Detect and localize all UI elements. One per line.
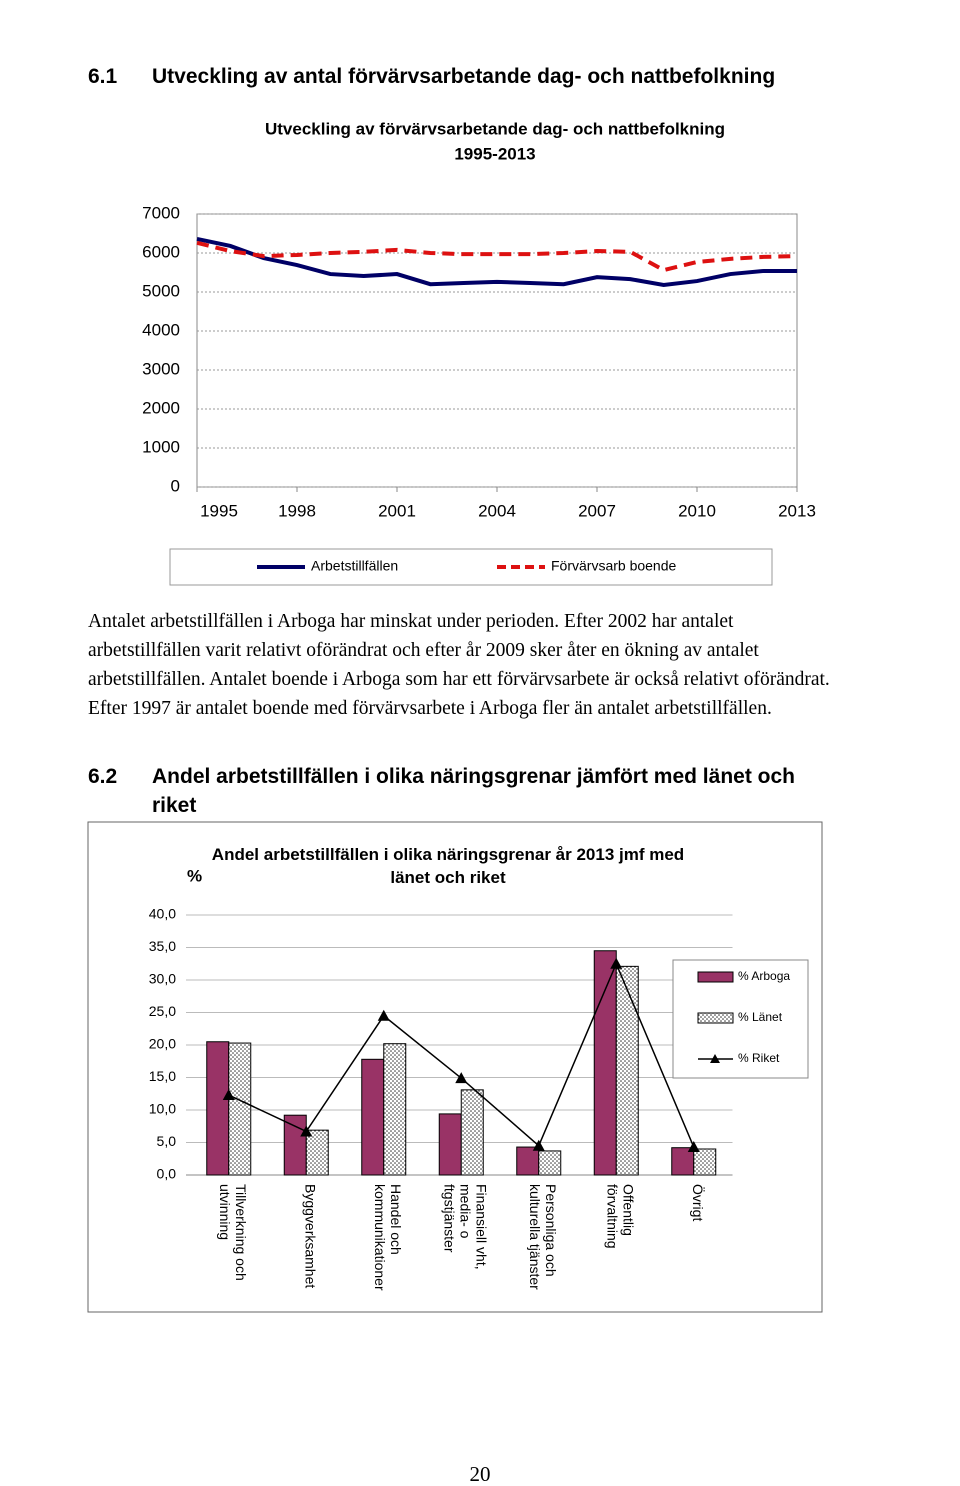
bar	[206, 1041, 230, 1176]
x-tick-label: Övrigt	[689, 1184, 706, 1222]
legend-label: % Arboga	[738, 969, 790, 983]
y-tick-label: 30,0	[149, 971, 176, 987]
x-tick-label: Byggverksamhet	[302, 1184, 319, 1289]
y-tick-label: 25,0	[149, 1003, 176, 1019]
legend-label: Arbetstillfällen	[311, 558, 398, 574]
x-tick-label: Tillverkning och utvinning	[216, 1184, 249, 1281]
bar	[305, 1129, 329, 1176]
y-tick-label: 15,0	[149, 1068, 176, 1084]
bar	[615, 965, 639, 1176]
y-axis-label: %	[187, 866, 202, 885]
y-tick-label: 5,0	[157, 1133, 177, 1149]
x-tick-label: Personliga och kulturella tjänster	[526, 1184, 559, 1290]
chart-subtitle: 1995-2013	[454, 144, 535, 163]
chart-title: Utveckling av förvärvsarbetande dag- och…	[265, 119, 725, 138]
legend-label: % Länet	[738, 1010, 783, 1024]
section-title: Utveckling av antal förvärvsarbetande da…	[152, 65, 776, 88]
x-tick-label: 2001	[378, 501, 416, 520]
bar	[460, 1089, 484, 1176]
section-number: 6.1	[88, 65, 118, 88]
bar	[283, 1114, 307, 1176]
x-tick-label: 2010	[678, 501, 716, 520]
y-tick-label: 2000	[142, 398, 180, 417]
x-tick-label: 2004	[478, 501, 516, 520]
y-tick-label: 3000	[142, 359, 180, 378]
x-tick-label: 1998	[278, 501, 316, 520]
section-title: Andel arbetstillfällen i olika näringsgr…	[152, 765, 795, 817]
x-tick-label: 1995	[200, 501, 238, 520]
y-tick-label: 35,0	[149, 938, 176, 954]
marker	[610, 957, 623, 969]
page-number: 20	[470, 1462, 491, 1486]
bar	[516, 1146, 540, 1176]
bar	[438, 1113, 462, 1176]
y-tick-label: 40,0	[149, 906, 176, 922]
x-tick-label: Finansiell vht, media- o ftgstjänster	[441, 1184, 490, 1270]
plot-area	[196, 213, 798, 488]
marker	[300, 1125, 313, 1137]
x-tick-label: 2013	[778, 501, 816, 520]
legend-swatch	[697, 971, 734, 983]
legend-swatch	[697, 1012, 734, 1024]
y-tick-label: 4000	[142, 320, 180, 339]
marker	[222, 1089, 235, 1101]
marker	[532, 1139, 545, 1151]
x-tick-label: 2007	[578, 501, 616, 520]
legend-label: Förvärvsarb boende	[551, 558, 677, 574]
marker	[377, 1009, 390, 1021]
legend-marker	[710, 1054, 720, 1063]
y-tick-label: 6000	[142, 242, 180, 261]
marker	[455, 1072, 468, 1084]
bar	[693, 1148, 717, 1176]
y-tick-label: 0,0	[157, 1166, 177, 1182]
legend-box	[672, 959, 809, 1079]
y-tick-label: 20,0	[149, 1036, 176, 1052]
y-tick-label: 5000	[142, 281, 180, 300]
y-tick-label: 1000	[142, 437, 180, 456]
line	[196, 240, 798, 273]
bar	[361, 1058, 385, 1176]
bar	[383, 1043, 407, 1176]
paragraph: Antalet arbetstillfällen i Arboga har mi…	[88, 611, 830, 719]
bar	[228, 1042, 252, 1176]
legend-label: % Riket	[738, 1051, 780, 1065]
x-tick-label: Offentlig förvaltning	[604, 1184, 637, 1249]
chart-frame	[87, 821, 823, 1313]
y-tick-label: 10,0	[149, 1101, 176, 1117]
chart-title: Andel arbetstillfällen i olika näringsgr…	[211, 845, 685, 887]
bar	[538, 1150, 562, 1176]
y-tick-label: 7000	[142, 203, 180, 222]
x-tick-label: Handel och kommunikationer	[371, 1184, 404, 1291]
y-tick-label: 0	[171, 476, 180, 495]
line	[196, 237, 797, 288]
bar	[593, 950, 617, 1176]
marker	[687, 1141, 700, 1153]
section-number: 6.2	[88, 765, 118, 788]
